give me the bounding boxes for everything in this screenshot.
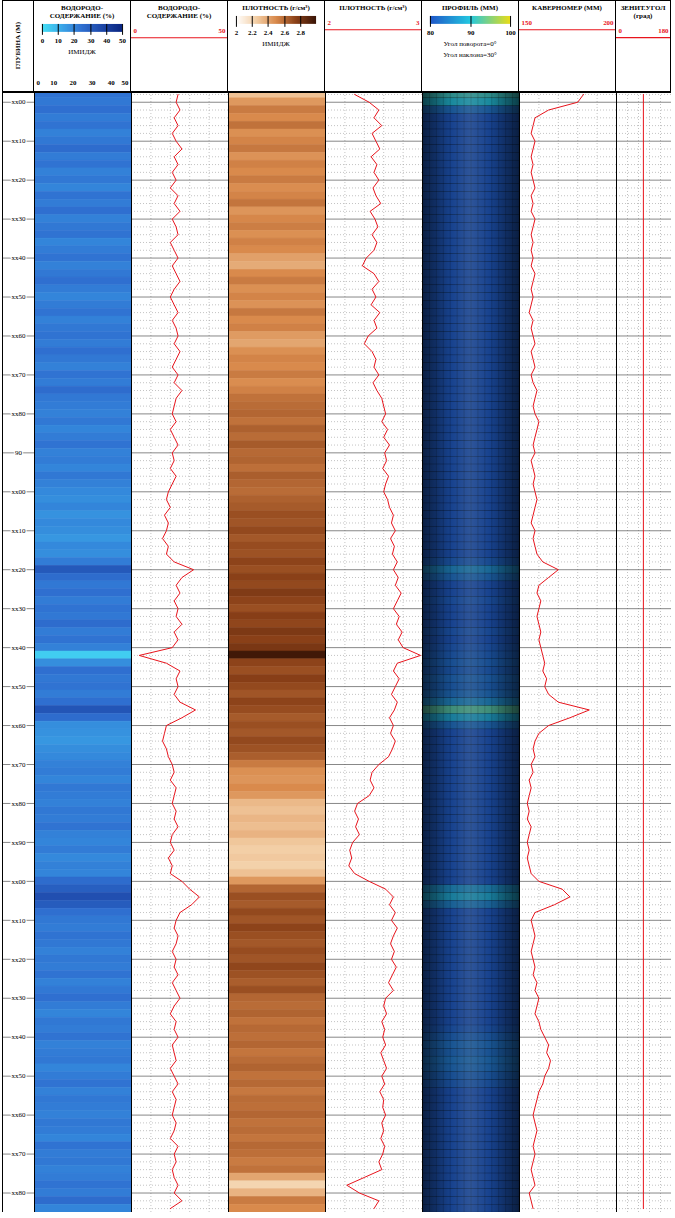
html-text:ПРОФИЛЬ (ММ): ПРОФИЛЬ (ММ) xyxy=(441,4,499,12)
html-text:Угол наклона=30°: Угол наклона=30° xyxy=(443,50,497,59)
svg-text:0: 0 xyxy=(36,79,40,86)
svg-text:xx80: xx80 xyxy=(12,410,27,418)
html-text:ПЛОТНОСТЬ (г/см³): ПЛОТНОСТЬ (г/см³) xyxy=(242,4,310,12)
svg-text:xx50: xx50 xyxy=(12,1072,27,1080)
svg-text:40: 40 xyxy=(103,37,110,44)
svg-text:xx70: xx70 xyxy=(12,371,27,379)
svg-text:10: 10 xyxy=(50,79,57,86)
svg-text:xx20: xx20 xyxy=(12,956,27,964)
svg-text:30: 30 xyxy=(89,79,96,86)
svg-text:3: 3 xyxy=(416,19,420,26)
svg-text:xx60: xx60 xyxy=(12,332,27,340)
html-text:ВОДОРОДО-СОДЕРЖАНИЕ (%): ВОДОРОДО-СОДЕРЖАНИЕ (%) xyxy=(146,4,212,20)
svg-text:xx50: xx50 xyxy=(12,683,27,691)
svg-text:xx60: xx60 xyxy=(12,1111,27,1119)
html-text:ПЛОТНОСТЬ (г/см³): ПЛОТНОСТЬ (г/см³) xyxy=(339,4,407,12)
svg-text:10: 10 xyxy=(55,37,62,44)
svg-text:xx70: xx70 xyxy=(12,761,27,769)
svg-text:40: 40 xyxy=(108,79,115,86)
html-text:ГЛУБИНА (М): ГЛУБИНА (М) xyxy=(14,22,22,70)
svg-text:xx30: xx30 xyxy=(12,994,27,1002)
svg-text:90: 90 xyxy=(468,29,475,36)
svg-text:xx20: xx20 xyxy=(12,566,27,574)
svg-text:200: 200 xyxy=(603,19,614,26)
svg-text:xx40: xx40 xyxy=(12,644,27,652)
svg-text:xx10: xx10 xyxy=(12,527,27,535)
html-text:КАВЕРНОМЕР (ММ): КАВЕРНОМЕР (ММ) xyxy=(532,4,602,12)
svg-text:100: 100 xyxy=(505,29,516,36)
svg-text:xx40: xx40 xyxy=(12,254,27,262)
svg-text:0: 0 xyxy=(133,27,137,34)
svg-text:xx50: xx50 xyxy=(12,293,27,301)
svg-text:2.4: 2.4 xyxy=(264,29,273,36)
svg-text:150: 150 xyxy=(521,19,532,26)
svg-text:0: 0 xyxy=(618,27,622,34)
svg-text:2.6: 2.6 xyxy=(281,29,290,36)
svg-text:xx10: xx10 xyxy=(12,917,27,925)
svg-text:20: 20 xyxy=(69,79,76,86)
svg-text:xx30: xx30 xyxy=(12,605,27,613)
svg-text:30: 30 xyxy=(87,37,94,44)
svg-text:50: 50 xyxy=(219,27,226,34)
svg-text:xx00: xx00 xyxy=(12,98,27,106)
svg-text:80: 80 xyxy=(427,29,434,36)
svg-text:50: 50 xyxy=(119,37,126,44)
svg-text:2: 2 xyxy=(235,29,239,36)
svg-text:xx60: xx60 xyxy=(12,722,27,730)
svg-text:xx90: xx90 xyxy=(12,839,27,847)
html-text:ВОДОРОДО-СОДЕРЖАНИЕ (%): ВОДОРОДО-СОДЕРЖАНИЕ (%) xyxy=(49,4,115,20)
html-text:Угол поворота=0°: Угол поворота=0° xyxy=(443,39,497,48)
svg-text:xx80: xx80 xyxy=(12,800,27,808)
svg-text:xx40: xx40 xyxy=(12,1033,27,1041)
html-text:ЗЕНИТ.УГОЛ (град): ЗЕНИТ.УГОЛ (град) xyxy=(620,4,666,20)
svg-text:xx10: xx10 xyxy=(12,137,27,145)
svg-text:2.8: 2.8 xyxy=(296,29,305,36)
html-text:ИМИДЖ: ИМИДЖ xyxy=(262,39,290,48)
svg-text:180: 180 xyxy=(658,27,669,34)
svg-text:2.2: 2.2 xyxy=(248,29,257,36)
svg-text:2: 2 xyxy=(327,19,331,26)
svg-text:xx00: xx00 xyxy=(12,878,27,886)
svg-text:0: 0 xyxy=(41,37,45,44)
html-text:ИМИДЖ: ИМИДЖ xyxy=(68,47,96,56)
svg-text:xx70: xx70 xyxy=(12,1150,27,1158)
svg-text:20: 20 xyxy=(71,37,78,44)
svg-text:xx20: xx20 xyxy=(12,176,27,184)
svg-text:50: 50 xyxy=(122,79,129,86)
svg-text:xx00: xx00 xyxy=(12,488,27,496)
svg-text:xx80: xx80 xyxy=(12,1189,27,1197)
svg-text:90: 90 xyxy=(15,449,23,457)
svg-text:xx30: xx30 xyxy=(12,215,27,223)
